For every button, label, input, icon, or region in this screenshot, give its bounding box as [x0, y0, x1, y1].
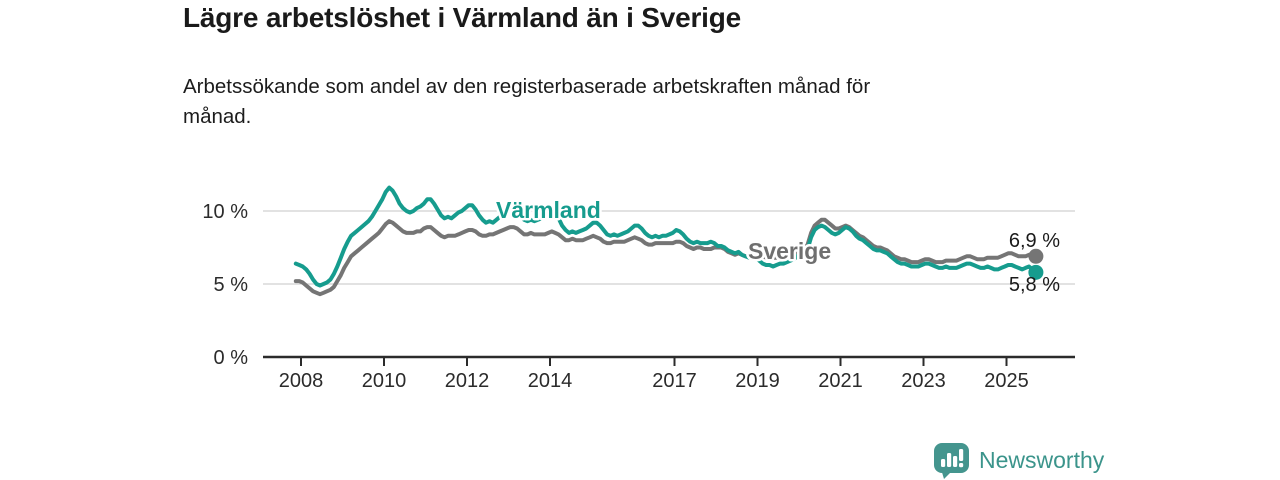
x-tick-label: 2012: [445, 370, 490, 392]
chart-subtitle: Arbetssökande som andel av den registerb…: [183, 72, 870, 132]
series-line-sverige: [293, 217, 1038, 297]
subtitle-line-1: Arbetssökande som andel av den registerb…: [183, 75, 871, 98]
page-title: Lägre arbetslöshet i Värmland än i Sveri…: [183, 2, 742, 33]
brand-name: Newsworthy: [979, 447, 1105, 473]
series-label-värmland: Värmland: [496, 197, 601, 223]
x-tick-label: 2008: [279, 370, 324, 392]
x-tick-label: 2014: [528, 370, 573, 392]
end-dot-sverige: [1028, 248, 1044, 264]
newsworthy-icon: [934, 443, 969, 479]
series-label-sverige: Sverige: [748, 238, 831, 264]
end-value-label-värmland: 5,8 %: [1009, 274, 1060, 296]
end-value-label-sverige: 6,9 %: [1009, 230, 1060, 252]
y-tick-label: 5 %: [214, 274, 249, 296]
series-line-värmland: [293, 185, 1038, 288]
x-tick-label: 2019: [735, 370, 780, 392]
y-tick-label: 10 %: [202, 201, 248, 223]
x-tick-label: 2023: [901, 370, 946, 392]
x-tick-label: 2010: [362, 370, 407, 392]
subtitle-line-2: månad.: [183, 105, 252, 128]
x-tick-label: 2021: [818, 370, 863, 392]
newsworthy-logo[interactable]: Newsworthy: [933, 442, 1104, 479]
x-tick-label: 2025: [984, 370, 1029, 392]
x-tick-label: 2017: [652, 370, 697, 392]
end-dot-värmland: [1028, 264, 1044, 280]
y-tick-label: 0 %: [214, 347, 249, 369]
